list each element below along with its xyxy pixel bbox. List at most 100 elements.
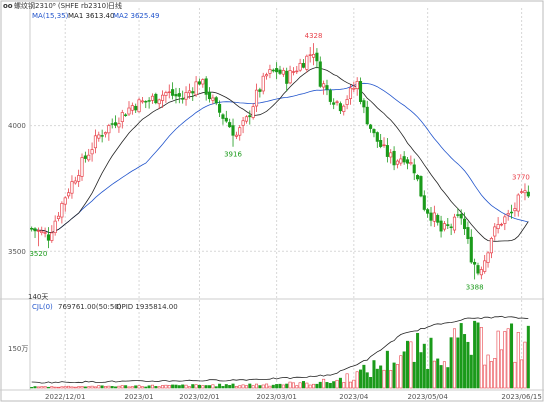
- candle-body: [466, 227, 470, 240]
- candle-body: [231, 125, 235, 136]
- volume-bar: [399, 355, 403, 389]
- candle-body: [426, 209, 430, 214]
- volume-bar: [489, 361, 493, 389]
- volume-bar: [503, 331, 507, 389]
- volume-bar: [416, 332, 420, 389]
- volume-bar: [87, 386, 91, 389]
- candle-body: [73, 180, 77, 184]
- volume-bar: [110, 386, 114, 389]
- candle-body: [147, 100, 151, 102]
- candle-body: [201, 79, 205, 85]
- candle-body: [288, 70, 292, 84]
- candle-body: [251, 106, 255, 118]
- volume-legend-label: CJL(0): [32, 303, 53, 311]
- volume-bar: [77, 386, 81, 389]
- candle-body: [93, 135, 97, 149]
- volume-bar: [419, 352, 423, 389]
- volume-bar: [436, 358, 440, 389]
- candle-body: [499, 223, 504, 226]
- time-tick-label: 2023/05/04: [407, 393, 448, 401]
- candle-body: [160, 94, 165, 101]
- open-interest-line: [31, 315, 529, 384]
- ma1-line: [31, 66, 529, 242]
- candle-body: [355, 81, 359, 90]
- volume-bar: [211, 384, 215, 389]
- volume-bar: [422, 343, 426, 389]
- candle-body: [140, 100, 144, 103]
- candle-body: [469, 236, 473, 263]
- candle-body: [392, 150, 396, 166]
- volume-bar: [483, 364, 487, 389]
- candle-body: [369, 124, 373, 129]
- candle-body: [204, 78, 208, 95]
- volume-bar: [130, 386, 134, 389]
- candle-body: [322, 83, 326, 88]
- volume-bar: [83, 386, 87, 389]
- volume-bar: [278, 383, 282, 389]
- volume-bar: [463, 334, 467, 389]
- candle-body: [509, 211, 514, 214]
- candle-body: [80, 157, 84, 177]
- volume-bar: [97, 385, 101, 389]
- time-tick-label: 2023/06/15: [501, 393, 541, 401]
- candle-body: [254, 89, 259, 107]
- price-tick-label: 3500: [8, 248, 26, 256]
- candle-body: [385, 145, 389, 157]
- volume-bar: [103, 386, 108, 389]
- volume-bar: [338, 377, 342, 389]
- candle-body: [107, 125, 111, 134]
- candle-body: [278, 69, 282, 74]
- volume-bar: [365, 372, 369, 389]
- volume-bar: [184, 384, 188, 389]
- candle-body: [30, 227, 34, 230]
- volume-bar: [268, 385, 272, 389]
- volume-bar: [332, 381, 336, 389]
- volume-bar: [255, 383, 259, 389]
- volume-bar: [301, 381, 305, 389]
- candle-body: [348, 87, 353, 99]
- candle-body: [338, 103, 342, 112]
- volume-bar: [144, 386, 148, 389]
- candle-body: [328, 90, 332, 102]
- candle-body: [103, 132, 108, 135]
- high-price-label: 4328: [305, 32, 323, 40]
- candle-body: [305, 55, 309, 70]
- candle-body: [476, 265, 480, 274]
- candle-body: [489, 237, 493, 254]
- volume-bar: [446, 367, 450, 389]
- volume-bar: [63, 386, 67, 389]
- candle-body: [429, 212, 433, 221]
- candle-body: [281, 70, 285, 75]
- candle-body: [70, 181, 74, 194]
- candle-body: [40, 230, 44, 234]
- candle-body: [526, 191, 530, 197]
- volume-bar: [295, 385, 299, 389]
- candle-body: [248, 115, 252, 118]
- candle-body: [144, 100, 148, 103]
- volume-bar: [315, 383, 319, 389]
- candle-body: [452, 216, 457, 231]
- volume-bar: [137, 385, 141, 389]
- volume-bar: [486, 354, 490, 389]
- volume-bar: [476, 322, 480, 389]
- candle-body: [261, 75, 265, 92]
- candle-body: [513, 208, 517, 212]
- volume-bar: [57, 386, 61, 389]
- candle-body: [50, 232, 54, 241]
- volume-bar: [322, 378, 326, 389]
- volume-bar: [238, 385, 242, 389]
- volume-bar: [275, 384, 279, 389]
- volume-bar: [218, 383, 222, 389]
- volume-value-label: 769761.00(50:50): [58, 303, 122, 311]
- instrument-title: 螺纹钢2310⁸ (SHFE rb2310): [14, 1, 109, 10]
- volume-bar: [191, 384, 195, 389]
- volume-bar: [147, 385, 151, 389]
- volume-bar: [305, 382, 309, 389]
- candle-body: [483, 260, 487, 272]
- volume-bar: [456, 337, 460, 389]
- candle-body: [181, 98, 185, 100]
- volume-bar: [499, 349, 503, 389]
- candle-body: [258, 89, 262, 92]
- low-price-label: 3388: [466, 283, 484, 291]
